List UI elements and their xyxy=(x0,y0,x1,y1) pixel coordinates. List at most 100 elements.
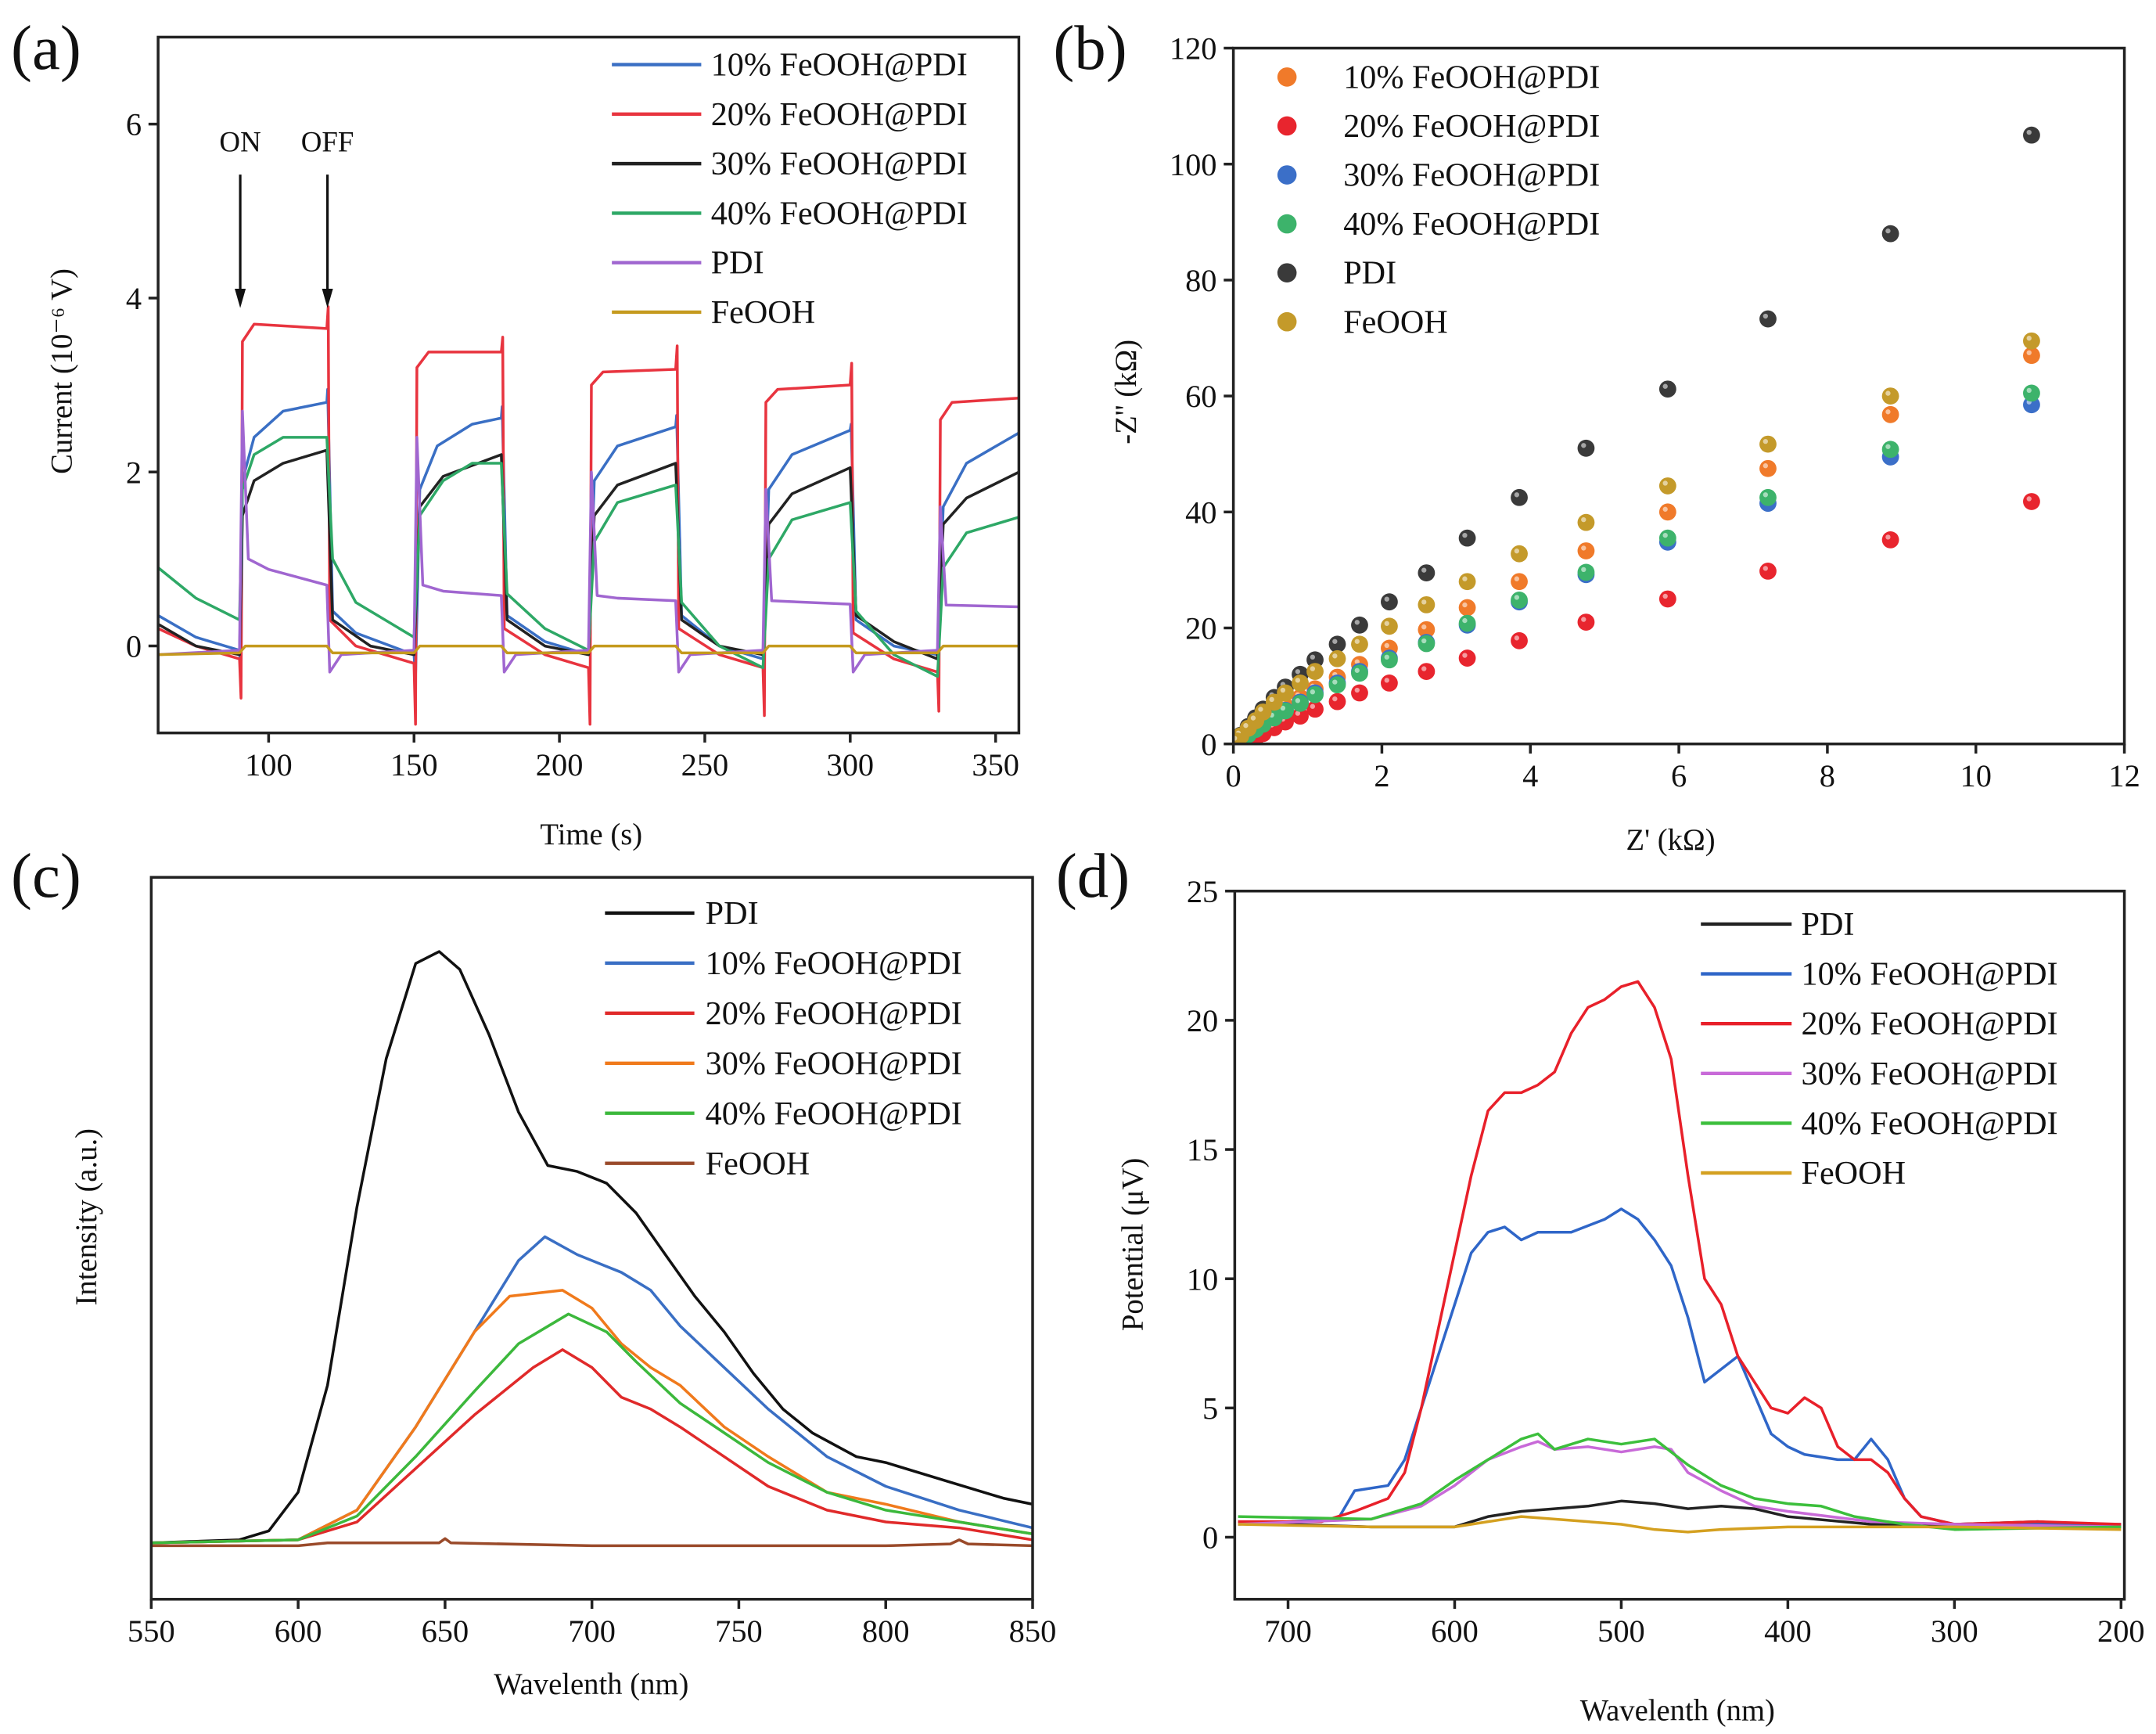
data-point xyxy=(1658,590,1676,608)
legend-label: 20% FeOOH@PDI xyxy=(1802,1006,2058,1042)
legend: 10% FeOOH@PDI 20% FeOOH@PDI 30% FeOOH@PDI 4… xyxy=(612,47,968,331)
y-tick-label: 25 xyxy=(1187,874,1218,909)
data-point-highlight xyxy=(1280,687,1286,693)
x-tick-label: 2 xyxy=(1374,758,1389,793)
data-point-highlight xyxy=(2026,336,2032,341)
data-point xyxy=(1511,573,1528,591)
data-point-highlight xyxy=(1295,669,1301,675)
legend-label: FeOOH xyxy=(711,294,816,331)
data-point-highlight xyxy=(1280,705,1286,711)
x-axis-label: Wavelenth (nm) xyxy=(494,1668,688,1701)
x-tick-label: 300 xyxy=(827,747,875,782)
data-point-highlight xyxy=(1514,576,1520,581)
data-point xyxy=(1577,439,1595,457)
series-line xyxy=(1238,1432,2122,1531)
y-axis-label: Intensity (a.u.) xyxy=(70,1128,103,1305)
data-point-highlight xyxy=(1763,492,1768,498)
legend-label: 10% FeOOH@PDI xyxy=(1802,956,2058,993)
data-point-highlight xyxy=(1462,653,1468,658)
legend: PDI 10% FeOOH@PDI 20% FeOOH@PDI 30% FeOOH@P… xyxy=(605,895,962,1182)
data-point xyxy=(1306,700,1324,718)
data-point-highlight xyxy=(1514,548,1520,554)
x-tick-label: 700 xyxy=(568,1613,616,1649)
legend-label: PDI xyxy=(1343,255,1396,292)
y-tick-label: 0 xyxy=(1201,727,1216,762)
data-point-highlight xyxy=(1462,576,1468,581)
y-tick-label: 20 xyxy=(1185,611,1216,646)
data-point xyxy=(1351,616,1368,634)
y-tick-label: 60 xyxy=(1185,379,1216,414)
data-point xyxy=(1418,595,1436,613)
data-point-highlight xyxy=(1514,595,1520,600)
series-line xyxy=(158,305,1019,726)
data-point xyxy=(1881,441,1899,459)
y-tick-label: 20 xyxy=(1187,1003,1218,1038)
data-point xyxy=(2023,347,2040,365)
data-point-highlight xyxy=(2026,129,2032,135)
data-point xyxy=(1351,664,1368,682)
series-line xyxy=(1238,1515,2122,1534)
x-tick-label: 6 xyxy=(1671,758,1687,793)
x-tick-label: 600 xyxy=(1431,1613,1479,1649)
data-point-highlight xyxy=(1269,696,1274,703)
panel-label: (b) xyxy=(1053,13,1127,83)
plot-frame xyxy=(1231,46,2126,746)
data-point xyxy=(1233,732,1246,744)
y-axis-label: -Z'' (kΩ) xyxy=(1110,340,1143,444)
data-point xyxy=(1458,649,1476,667)
data-point-highlight xyxy=(1662,532,1668,538)
data-point xyxy=(1577,513,1595,531)
data-point xyxy=(1458,529,1476,547)
data-point xyxy=(1658,503,1676,521)
data-point-highlight xyxy=(1310,666,1316,671)
data-point xyxy=(1511,488,1528,506)
data-point-highlight xyxy=(1310,703,1316,709)
legend-marker xyxy=(1277,311,1297,332)
series-line xyxy=(151,1537,1033,1548)
data-point xyxy=(1306,663,1324,680)
series-group xyxy=(1233,126,2040,744)
data-point xyxy=(2023,384,2040,402)
data-point xyxy=(1292,694,1309,712)
y-tick-label: 4 xyxy=(126,281,142,316)
data-point-highlight xyxy=(1243,723,1249,728)
data-point xyxy=(2023,126,2040,144)
legend-label: 10% FeOOH@PDI xyxy=(711,47,968,84)
x-axis-label: Time (s) xyxy=(540,818,642,851)
x-tick-label: 800 xyxy=(862,1613,910,1649)
legend-label: 20% FeOOH@PDI xyxy=(706,995,962,1032)
data-point-highlight xyxy=(1885,228,1891,234)
data-point xyxy=(1418,663,1436,680)
data-point-highlight xyxy=(1421,599,1427,605)
data-point-highlight xyxy=(1581,567,1586,573)
legend: 10% FeOOH@PDI 20% FeOOH@PDI 30% FeOOH@PDI 4… xyxy=(1277,59,1600,340)
data-point-highlight xyxy=(1462,617,1468,624)
data-point-highlight xyxy=(1514,492,1520,498)
x-tick-label: 700 xyxy=(1264,1613,1312,1649)
data-point-highlight xyxy=(1885,534,1891,540)
data-point-highlight xyxy=(1295,678,1301,683)
data-point xyxy=(1458,599,1476,617)
data-point xyxy=(1458,573,1476,591)
y-tick-label: 120 xyxy=(1170,31,1217,67)
data-point xyxy=(1418,564,1436,582)
legend-label: FeOOH xyxy=(1802,1155,1906,1192)
data-point-highlight xyxy=(1763,438,1768,444)
data-point xyxy=(1328,635,1346,653)
legend-label: 10% FeOOH@PDI xyxy=(706,945,962,982)
data-point-highlight xyxy=(1354,639,1360,644)
legend-marker xyxy=(1277,67,1297,87)
x-tick-label: 200 xyxy=(536,747,584,782)
data-point-highlight xyxy=(1332,696,1338,702)
x-axis-label: Z' (kΩ) xyxy=(1626,824,1716,857)
data-point xyxy=(1381,675,1398,692)
arrow-head-icon xyxy=(322,289,333,308)
legend-label: 30% FeOOH@PDI xyxy=(706,1045,962,1082)
data-point-highlight xyxy=(1250,715,1256,721)
data-point-highlight xyxy=(2026,387,2032,394)
data-point-highlight xyxy=(1258,707,1263,712)
legend: PDI 10% FeOOH@PDI 20% FeOOH@PDI 30% FeOOH@P… xyxy=(1701,906,2058,1192)
y-tick-label: 5 xyxy=(1202,1390,1218,1426)
data-point-highlight xyxy=(1662,480,1668,486)
